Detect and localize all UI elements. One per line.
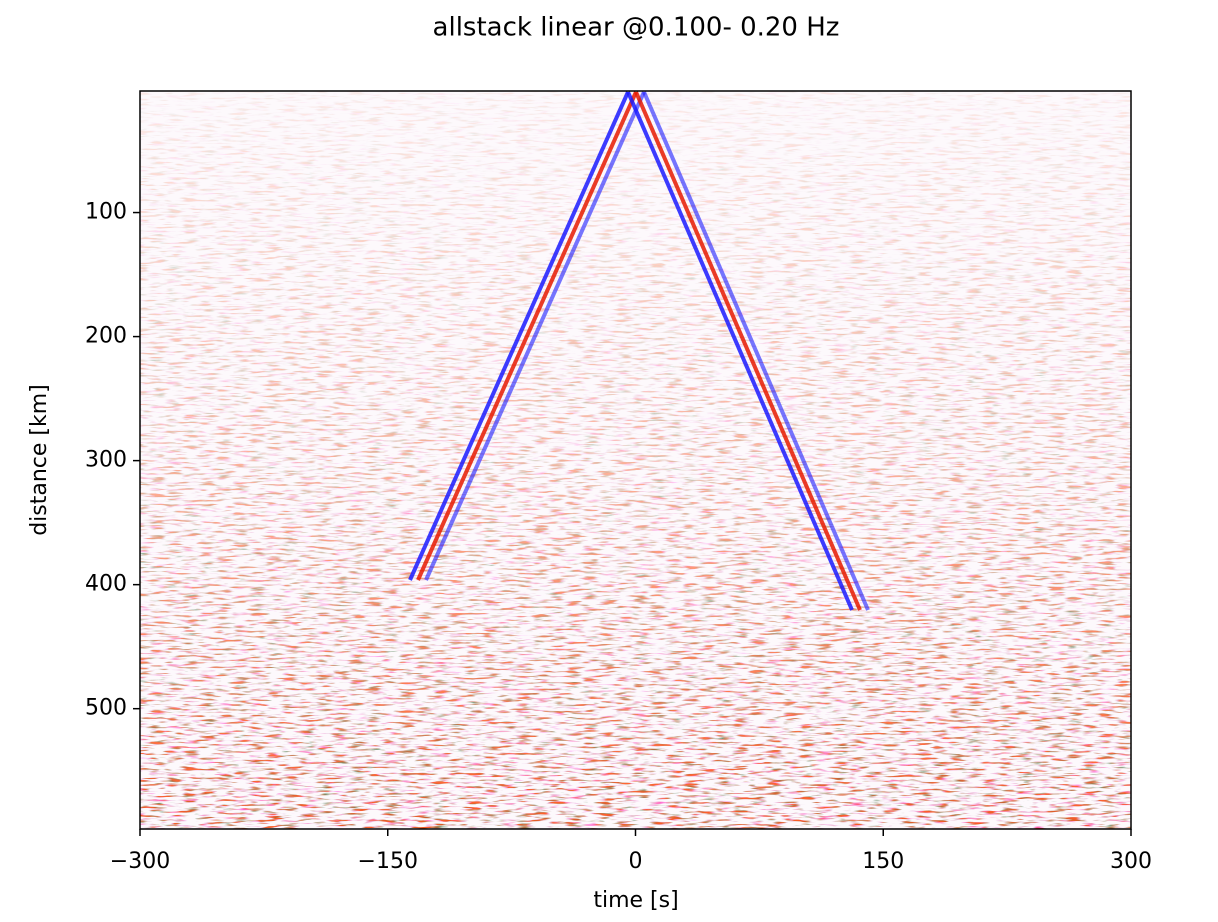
y-tick-label: 100 [85, 200, 127, 225]
x-tick-label: 150 [862, 849, 904, 874]
y-tick-label: 200 [85, 324, 127, 349]
heatmap-texture [140, 91, 1131, 829]
y-tick-label: 300 [85, 448, 127, 473]
y-tick-label: 400 [85, 572, 127, 597]
arrival-branches [408, 91, 870, 611]
x-tick-label: 0 [629, 849, 643, 874]
x-tick-label: −150 [358, 849, 418, 874]
x-tick-label: −300 [110, 849, 170, 874]
y-axis-label: distance [km] [27, 384, 52, 536]
x-tick-label: 300 [1110, 849, 1152, 874]
chart-title: allstack linear @0.100- 0.20 Hz [433, 13, 840, 43]
x-axis-label: time [s] [593, 888, 678, 913]
y-tick-label: 500 [85, 696, 127, 721]
